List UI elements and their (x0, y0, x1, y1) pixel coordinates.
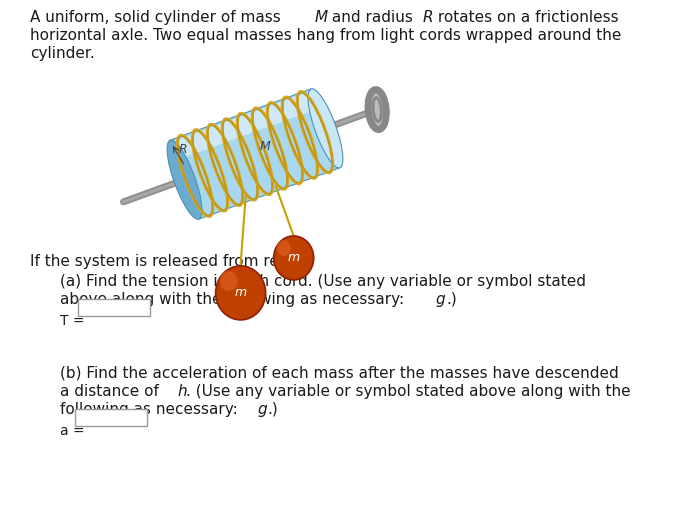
Ellipse shape (220, 271, 237, 291)
Text: M: M (260, 139, 270, 153)
Text: .): .) (267, 402, 278, 417)
Text: m: m (288, 251, 300, 264)
Polygon shape (171, 91, 318, 160)
Ellipse shape (274, 236, 314, 280)
Text: M: M (315, 10, 328, 25)
Text: g: g (436, 292, 446, 307)
Text: R: R (179, 142, 188, 156)
Text: cylinder.: cylinder. (30, 46, 94, 61)
Text: a distance of: a distance of (60, 384, 164, 399)
Ellipse shape (216, 266, 265, 320)
Text: T =: T = (60, 314, 85, 328)
Ellipse shape (167, 140, 202, 219)
Ellipse shape (308, 89, 343, 168)
Text: above along with the following as necessary:: above along with the following as necess… (60, 292, 409, 307)
Text: If the system is released from rest,: If the system is released from rest, (30, 254, 298, 269)
Text: . (Use any variable or symbol stated above along with the: . (Use any variable or symbol stated abo… (186, 384, 631, 399)
Text: a =: a = (60, 424, 85, 438)
Text: and radius: and radius (327, 10, 418, 25)
Polygon shape (170, 89, 340, 219)
Ellipse shape (276, 240, 290, 256)
Text: R: R (423, 10, 433, 25)
Text: m: m (234, 286, 246, 299)
Text: A uniform, solid cylinder of mass: A uniform, solid cylinder of mass (30, 10, 286, 25)
Text: horizontal axle. Two equal masses hang from light cords wrapped around the: horizontal axle. Two equal masses hang f… (30, 28, 622, 43)
Text: (b) Find the acceleration of each mass after the masses have descended: (b) Find the acceleration of each mass a… (60, 366, 619, 381)
Text: (a) Find the tension in each cord. (Use any variable or symbol stated: (a) Find the tension in each cord. (Use … (60, 274, 586, 289)
Text: rotates on a frictionless: rotates on a frictionless (433, 10, 619, 25)
Text: g: g (258, 402, 267, 417)
Ellipse shape (370, 91, 384, 127)
Text: .): .) (446, 292, 456, 307)
FancyBboxPatch shape (75, 409, 147, 426)
Text: h: h (177, 384, 187, 399)
FancyBboxPatch shape (78, 299, 150, 316)
Text: following as necessary:: following as necessary: (60, 402, 243, 417)
